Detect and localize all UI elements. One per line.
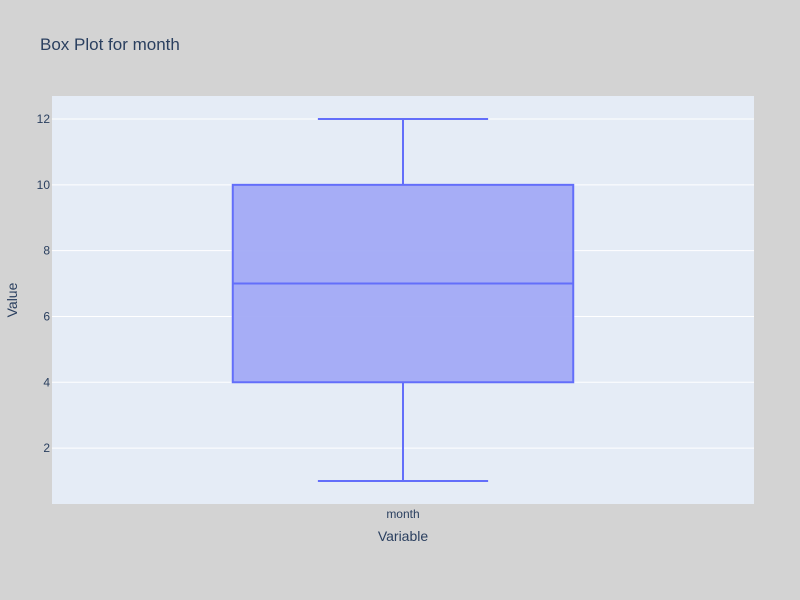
y-tick-label: 2 [43, 441, 50, 455]
y-tick-label: 8 [43, 244, 50, 258]
chart-title: Box Plot for month [40, 35, 180, 54]
x-tick-label: month [386, 507, 419, 521]
box-month [231, 118, 575, 482]
x-tick-labels: month [386, 507, 419, 521]
y-tick-label: 12 [37, 112, 51, 126]
y-tick-label: 4 [43, 375, 50, 389]
box-plots [231, 118, 575, 482]
x-axis-title: Variable [378, 528, 429, 544]
y-tick-label: 10 [37, 178, 51, 192]
y-axis-title: Value [4, 282, 20, 317]
y-tick-label: 6 [43, 309, 50, 323]
y-tick-labels: 2 4 6 8 10 12 [37, 112, 51, 455]
